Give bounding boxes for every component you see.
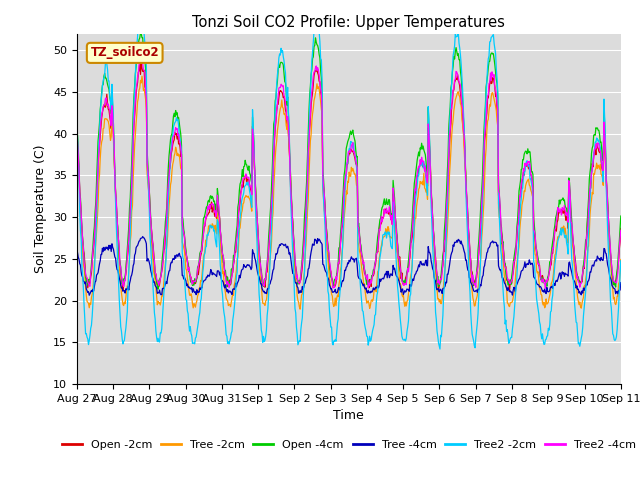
Tree2 -4cm	[150, 255, 157, 261]
Tree2 -4cm	[137, 54, 145, 60]
Open -4cm	[307, 84, 314, 89]
Tree -2cm	[327, 286, 335, 291]
Title: Tonzi Soil CO2 Profile: Upper Temperatures: Tonzi Soil CO2 Profile: Upper Temperatur…	[193, 15, 505, 30]
Tree -4cm	[85, 292, 93, 298]
Open -2cm	[326, 266, 334, 272]
Tree -2cm	[478, 235, 486, 241]
Tree2 -4cm	[464, 212, 472, 218]
Tree -2cm	[75, 172, 83, 178]
Open -2cm	[465, 227, 472, 233]
Line: Tree2 -2cm: Tree2 -2cm	[77, 8, 621, 349]
Tree -4cm	[150, 279, 158, 285]
Line: Open -2cm: Open -2cm	[77, 62, 621, 291]
Tree2 -4cm	[306, 124, 314, 130]
Open -4cm	[150, 254, 157, 260]
Open -2cm	[136, 59, 143, 65]
Open -2cm	[150, 250, 157, 255]
Open -2cm	[306, 126, 314, 132]
Text: TZ_soilco2: TZ_soilco2	[90, 47, 159, 60]
Tree -2cm	[73, 143, 81, 149]
Open -4cm	[478, 189, 486, 195]
Tree -4cm	[73, 248, 81, 253]
Tree2 -2cm	[465, 260, 472, 265]
Line: Tree -4cm: Tree -4cm	[77, 237, 621, 295]
Tree2 -2cm	[478, 225, 486, 230]
Open -4cm	[137, 30, 145, 36]
Line: Tree2 -4cm: Tree2 -4cm	[77, 57, 621, 288]
Tree -4cm	[478, 277, 486, 283]
Tree -4cm	[465, 268, 472, 274]
Open -4cm	[75, 164, 83, 170]
Open -2cm	[75, 168, 83, 174]
Open -4cm	[73, 123, 81, 129]
Tree -4cm	[307, 254, 314, 260]
Tree -2cm	[617, 257, 625, 263]
Line: Open -4cm: Open -4cm	[77, 33, 621, 289]
Tree2 -4cm	[326, 263, 334, 268]
Open -4cm	[465, 229, 472, 235]
Open -4cm	[327, 274, 335, 280]
Tree -2cm	[138, 73, 146, 79]
Tree -4cm	[139, 234, 147, 240]
Line: Tree -2cm: Tree -2cm	[77, 76, 621, 309]
Tree -4cm	[75, 256, 83, 262]
Tree -2cm	[465, 233, 472, 239]
Tree -4cm	[327, 286, 335, 292]
Open -2cm	[478, 203, 486, 209]
Open -2cm	[617, 226, 625, 231]
Legend: Open -2cm, Tree -2cm, Open -4cm, Tree -4cm, Tree2 -2cm, Tree2 -4cm: Open -2cm, Tree -2cm, Open -4cm, Tree -4…	[57, 435, 640, 454]
Tree2 -4cm	[75, 168, 83, 173]
Open -2cm	[73, 135, 81, 141]
Tree2 -4cm	[617, 228, 625, 233]
Open -4cm	[154, 286, 162, 292]
Tree2 -2cm	[75, 174, 83, 180]
Y-axis label: Soil Temperature (C): Soil Temperature (C)	[35, 144, 47, 273]
Tree2 -2cm	[617, 258, 625, 264]
Tree -2cm	[296, 306, 304, 312]
Tree -2cm	[150, 268, 157, 274]
Open -4cm	[617, 213, 625, 219]
Tree2 -2cm	[436, 346, 444, 352]
Tree2 -2cm	[150, 296, 157, 302]
Tree -4cm	[617, 280, 625, 286]
Tree2 -4cm	[73, 130, 81, 135]
Tree2 -2cm	[138, 5, 145, 11]
Tree -2cm	[307, 138, 314, 144]
Tree2 -2cm	[306, 105, 314, 110]
X-axis label: Time: Time	[333, 409, 364, 422]
Open -2cm	[435, 288, 442, 294]
Tree2 -2cm	[73, 119, 81, 124]
Tree2 -2cm	[326, 315, 334, 321]
Tree2 -4cm	[477, 217, 484, 223]
Tree2 -4cm	[541, 285, 549, 291]
